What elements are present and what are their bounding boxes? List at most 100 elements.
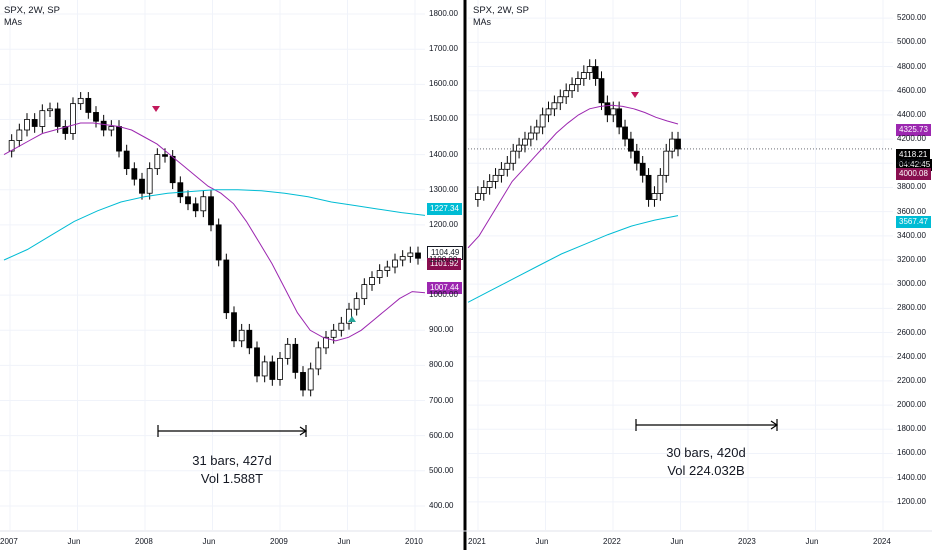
right-last-price-tag: 4118.21 <box>896 149 931 161</box>
y-tick-label: 3400.00 <box>897 230 926 240</box>
candle-body <box>292 343 299 373</box>
candle-body <box>116 126 122 152</box>
y-tick-label: 3200.00 <box>897 255 926 264</box>
candle-body <box>407 252 414 257</box>
candle-body <box>651 193 658 200</box>
candle-body <box>510 150 517 164</box>
x-tick-label: Jun <box>67 537 81 546</box>
right-ma-dark-tag: 4000.08 <box>896 168 931 180</box>
candle-body <box>628 138 634 152</box>
y-tick-label: 1600.00 <box>897 448 926 458</box>
candle-body <box>353 298 360 310</box>
x-tick-label: 2007 <box>0 537 18 546</box>
candle-body <box>557 96 564 104</box>
candle-body <box>123 150 130 170</box>
candle-body <box>384 266 391 271</box>
y-tick-label: 5000.00 <box>897 37 926 47</box>
candle-body <box>622 126 628 140</box>
ma-slow-line <box>467 215 679 303</box>
y-tick-label: 2600.00 <box>897 327 926 337</box>
candle-body <box>162 154 168 157</box>
candle-body <box>70 103 76 134</box>
candle-body <box>300 372 306 391</box>
candle-body <box>486 180 493 188</box>
candle-body <box>200 196 207 212</box>
candle-body <box>586 66 593 73</box>
candle-body <box>376 270 383 278</box>
candle-body <box>108 126 115 131</box>
y-tick-label: 4200.00 <box>897 134 926 144</box>
y-tick-label: 600.00 <box>429 430 454 440</box>
right-measure-label: 30 bars, 420d Vol 224.032B <box>626 444 786 480</box>
candle-body <box>533 126 540 134</box>
y-tick-label: 800.00 <box>429 360 454 370</box>
y-tick-label: 1400.00 <box>429 149 458 159</box>
x-tick-label: 2022 <box>603 537 621 546</box>
left-ma-slow-tag: 1227.34 <box>427 203 462 215</box>
y-tick-label: 1500.00 <box>429 114 458 124</box>
ma-slow-line <box>3 189 426 261</box>
right-measure-bars: 30 bars, 420d <box>666 445 746 460</box>
candle-body <box>657 174 664 194</box>
buy-signal-marker <box>348 316 356 322</box>
y-tick-label: 2000.00 <box>897 400 926 410</box>
candle-body <box>169 155 176 184</box>
x-tick-label: 2009 <box>270 537 288 546</box>
candle-body <box>223 259 230 314</box>
y-tick-label: 2800.00 <box>897 303 926 313</box>
candle-body <box>551 102 558 110</box>
candle-body <box>269 361 276 380</box>
candle-body <box>575 78 581 86</box>
candle-body <box>569 84 575 92</box>
candle-body <box>399 256 406 261</box>
y-tick-label: 3600.00 <box>897 206 926 216</box>
candle-body <box>592 66 599 80</box>
candle-body <box>93 112 99 122</box>
candle-body <box>527 132 534 140</box>
candle-body <box>639 162 646 176</box>
candle-body <box>645 174 652 200</box>
x-tick-label: 2008 <box>135 537 153 546</box>
x-tick-label: Jun <box>202 537 216 546</box>
candle-body <box>415 252 421 259</box>
y-tick-label: 1000.00 <box>429 290 458 300</box>
candle-body <box>675 138 681 150</box>
candle-body <box>246 329 253 349</box>
right-pane-title: SPX, 2W, SP <box>473 5 529 16</box>
candle-body <box>16 129 23 141</box>
left-pane-subtitle: MAs <box>4 17 22 27</box>
y-tick-label: 2400.00 <box>897 351 926 361</box>
candle-body <box>669 138 676 152</box>
candle-body <box>369 277 375 285</box>
right-measure-ruler-arrow <box>770 420 779 430</box>
x-tick-label: Jun <box>337 537 351 546</box>
left-measure-label: 31 bars, 427d Vol 1.588T <box>152 452 312 488</box>
y-tick-label: 500.00 <box>429 465 454 475</box>
candle-body <box>100 120 107 131</box>
x-tick-label: 2021 <box>468 537 486 546</box>
x-tick-label: 2024 <box>873 537 891 546</box>
sell-signal-marker <box>631 92 639 98</box>
candle-body <box>77 97 84 105</box>
candle-body <box>392 259 398 268</box>
y-tick-label: 900.00 <box>429 325 454 335</box>
candle-body <box>338 322 345 331</box>
candle-body <box>24 119 30 131</box>
candle-body <box>62 126 69 134</box>
candle-body <box>330 329 337 338</box>
candle-body <box>522 138 528 146</box>
candle-body <box>474 193 481 200</box>
candle-body <box>131 168 138 180</box>
candle-body <box>139 178 145 194</box>
x-tick-label: 2010 <box>405 537 423 546</box>
candle-body <box>545 108 552 116</box>
candle-body <box>361 284 368 300</box>
y-tick-label: 1300.00 <box>429 184 458 194</box>
y-tick-label: 4400.00 <box>897 109 926 119</box>
sell-signal-marker <box>152 106 160 112</box>
candle-body <box>323 336 329 349</box>
candle-body <box>277 357 283 380</box>
y-tick-label: 5200.00 <box>897 13 926 23</box>
y-tick-label: 3000.00 <box>897 279 926 289</box>
